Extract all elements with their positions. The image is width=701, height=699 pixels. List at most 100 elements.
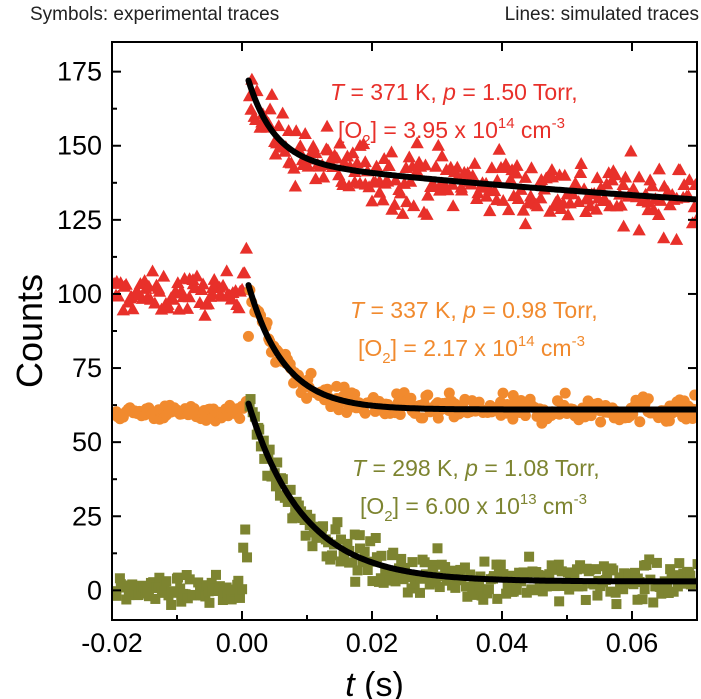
data-point bbox=[272, 457, 283, 468]
data-point bbox=[382, 159, 396, 171]
data-point bbox=[369, 159, 384, 172]
data-point bbox=[414, 587, 425, 598]
data-point bbox=[435, 149, 449, 162]
x-tick-label: -0.02 bbox=[81, 628, 143, 658]
data-point bbox=[350, 576, 361, 587]
data-point bbox=[224, 292, 239, 305]
data-point bbox=[336, 534, 347, 545]
data-point bbox=[665, 564, 676, 575]
data-point bbox=[180, 301, 195, 314]
data-point bbox=[674, 558, 685, 569]
data-point bbox=[402, 150, 416, 163]
data-point bbox=[673, 163, 687, 176]
series-2-o2-label: [O2] = 2.17 x 1014 cm-3 bbox=[358, 333, 585, 367]
data-point bbox=[377, 152, 391, 165]
data-point bbox=[156, 269, 171, 282]
data-point bbox=[541, 581, 552, 592]
header-right-note: Lines: simulated traces bbox=[504, 4, 699, 25]
data-point bbox=[342, 538, 353, 549]
data-point bbox=[564, 584, 575, 595]
data-point bbox=[282, 496, 293, 507]
data-point bbox=[390, 576, 401, 587]
data-point bbox=[388, 547, 399, 558]
data-point bbox=[265, 88, 279, 100]
data-point bbox=[340, 149, 355, 162]
data-point bbox=[422, 389, 434, 401]
data-point bbox=[142, 585, 153, 596]
data-point bbox=[632, 170, 646, 183]
data-point bbox=[642, 393, 654, 405]
data-point bbox=[492, 142, 506, 155]
data-point bbox=[641, 195, 655, 208]
data-point bbox=[407, 557, 418, 568]
data-point bbox=[263, 102, 277, 115]
data-point bbox=[330, 151, 344, 164]
data-point bbox=[656, 588, 667, 599]
data-point bbox=[389, 173, 403, 186]
data-point bbox=[648, 597, 659, 608]
data-point bbox=[459, 562, 470, 573]
data-point bbox=[407, 199, 421, 212]
data-point bbox=[518, 217, 533, 230]
data-point bbox=[400, 562, 411, 573]
data-point bbox=[307, 541, 318, 552]
data-point bbox=[346, 146, 360, 159]
data-point bbox=[639, 584, 650, 595]
data-point bbox=[333, 136, 347, 149]
data-point bbox=[145, 264, 160, 277]
x-axis-label: t (s) bbox=[345, 666, 404, 699]
data-point bbox=[682, 173, 697, 186]
data-point bbox=[573, 166, 588, 179]
data-point bbox=[687, 412, 697, 424]
data-point bbox=[496, 194, 510, 206]
data-point bbox=[234, 413, 246, 425]
data-point bbox=[173, 572, 184, 583]
data-point bbox=[605, 586, 616, 597]
data-point bbox=[495, 559, 506, 570]
data-point bbox=[611, 599, 622, 610]
data-point bbox=[126, 302, 140, 315]
data-point bbox=[533, 570, 544, 581]
data-point bbox=[226, 594, 237, 605]
series-1-fit-line bbox=[245, 77, 697, 203]
data-point bbox=[637, 594, 648, 605]
data-point bbox=[216, 278, 230, 291]
x-tick-label: 0.04 bbox=[476, 628, 529, 658]
data-point bbox=[501, 588, 512, 599]
y-axis-label: Counts bbox=[9, 274, 50, 388]
data-point bbox=[641, 560, 652, 571]
data-point bbox=[598, 561, 609, 572]
y-tick-label: 175 bbox=[57, 57, 102, 87]
data-point bbox=[634, 416, 646, 428]
data-point bbox=[276, 106, 290, 119]
data-point bbox=[651, 208, 666, 221]
data-point bbox=[524, 161, 539, 174]
data-point bbox=[429, 159, 443, 172]
data-point bbox=[378, 577, 389, 588]
data-point bbox=[549, 581, 560, 592]
data-point bbox=[245, 394, 256, 405]
data-point bbox=[409, 578, 420, 589]
data-point bbox=[434, 582, 445, 593]
data-point bbox=[305, 513, 316, 524]
data-point bbox=[592, 590, 603, 601]
data-point bbox=[335, 556, 346, 567]
data-point bbox=[479, 556, 490, 567]
legend-layer: T = 371 K, p = 1.50 Torr, [O2] = 3.95 x 1… bbox=[330, 79, 600, 525]
data-point bbox=[332, 517, 343, 528]
data-point bbox=[598, 192, 612, 205]
data-point bbox=[388, 198, 402, 210]
data-point bbox=[214, 581, 225, 592]
data-point bbox=[196, 277, 210, 290]
data-point bbox=[553, 559, 564, 570]
data-point bbox=[318, 521, 329, 532]
data-point bbox=[198, 308, 212, 321]
data-point bbox=[657, 231, 671, 244]
data-point bbox=[420, 208, 434, 220]
data-point bbox=[478, 594, 489, 605]
data-point bbox=[367, 576, 378, 587]
data-point bbox=[239, 241, 254, 254]
data-point bbox=[182, 290, 196, 303]
data-point bbox=[359, 407, 371, 419]
data-point bbox=[589, 202, 603, 215]
